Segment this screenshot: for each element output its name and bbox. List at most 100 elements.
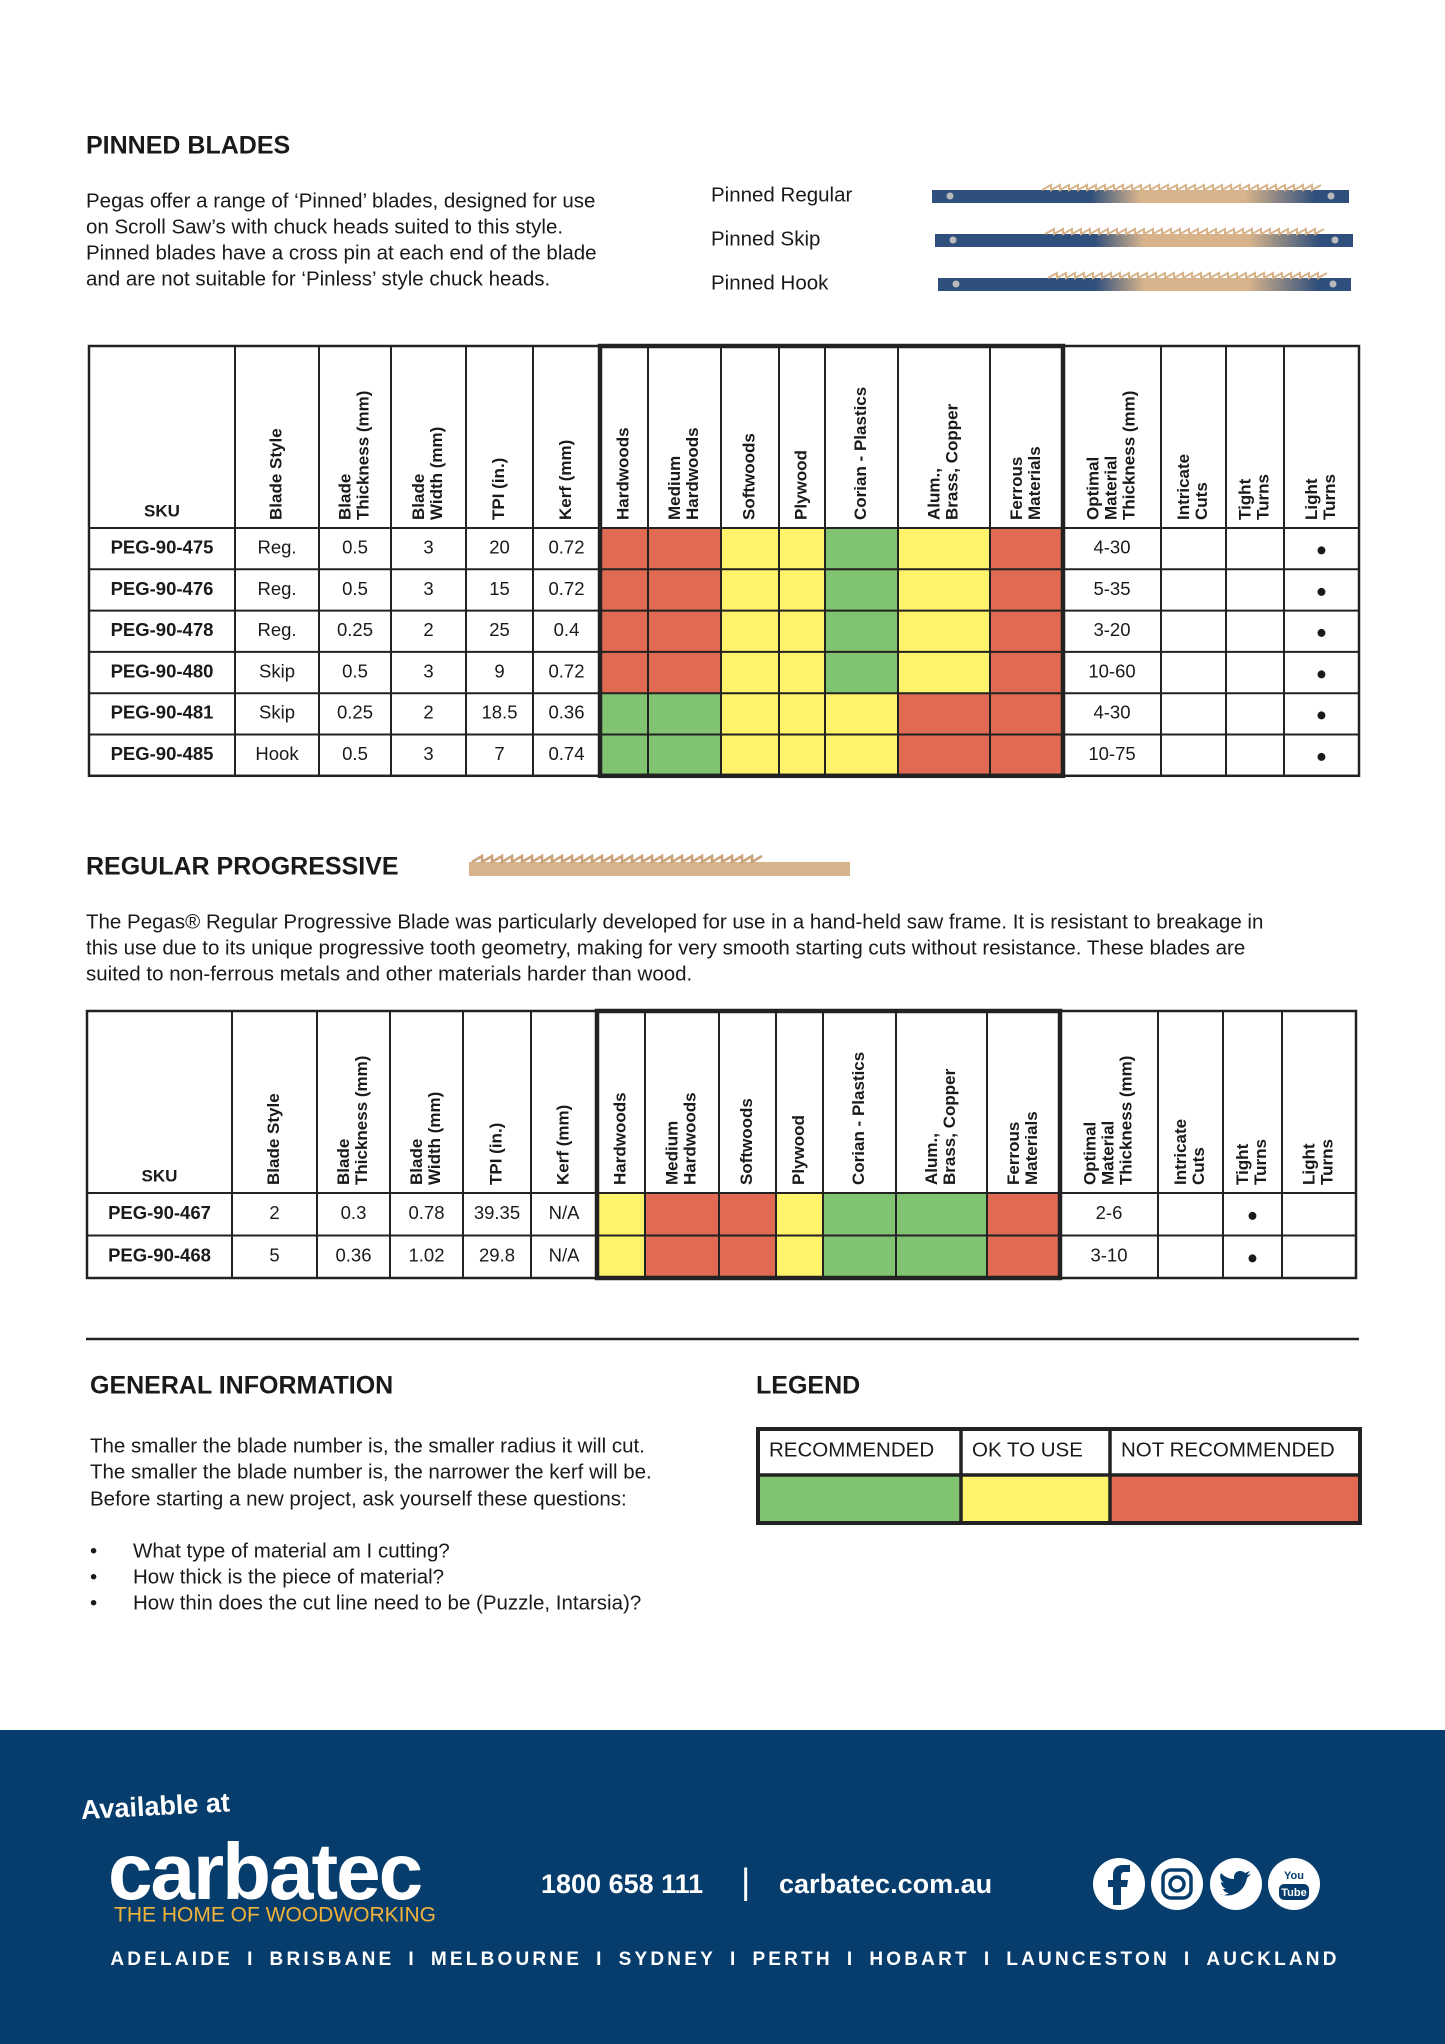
table-cell: 10-75 (1088, 743, 1135, 764)
column-header: Tight (1233, 1143, 1252, 1185)
column-header: Medium (665, 456, 684, 520)
rating-cell (721, 734, 779, 776)
column-header: Hardwoods (680, 1092, 699, 1185)
column-header: SKU (144, 501, 180, 520)
table-cell: 0.72 (548, 660, 584, 681)
rating-cell (825, 651, 898, 694)
column-header: Thickness (mm) (353, 391, 372, 520)
rating-cell (990, 651, 1063, 694)
brand-logo: carbatec (108, 1827, 422, 1916)
rating-cell (779, 734, 825, 776)
paragraph-line: and are not suitable for ‘Pinless’ style… (86, 267, 550, 290)
rating-cell (987, 1193, 1060, 1236)
column-header: Turns (1320, 474, 1339, 520)
rating-cell (597, 1235, 645, 1278)
column-header: Blade (407, 1139, 426, 1185)
table-cell: 3 (423, 537, 433, 558)
column-header: Hardwoods (610, 1092, 629, 1185)
city: SYDNEY (619, 1949, 716, 1970)
column-header: TPI (in.) (489, 458, 508, 520)
table-cell: PEG-90-467 (108, 1202, 211, 1223)
table-cell: PEG-90-485 (111, 743, 214, 764)
table-cell: 7 (494, 743, 504, 764)
bullet: • (90, 1539, 97, 1562)
rating-cell (823, 1235, 896, 1278)
rating-cell (990, 569, 1063, 611)
blade-label: Pinned Regular (711, 183, 852, 206)
instagram-glyph (1161, 1868, 1193, 1900)
table-cell: 0.74 (548, 743, 584, 764)
column-header: Tight (1235, 478, 1254, 520)
legend-border (756, 1427, 1362, 1525)
rating-cell (648, 610, 721, 652)
rating-cell (600, 528, 648, 570)
city: HOBART (869, 1949, 969, 1970)
table-cell: 5 (269, 1245, 279, 1266)
rating-cell (779, 528, 825, 570)
rating-cell (990, 528, 1063, 570)
bullet: • (90, 1565, 97, 1588)
column-header: Blade (334, 1139, 353, 1185)
rating-cell (898, 651, 990, 694)
column-header: Blade Style (264, 1093, 283, 1185)
blade-teeth (1044, 227, 1325, 236)
rating-cell (898, 569, 990, 611)
table-cell: 15 (489, 578, 510, 599)
table-cell: 18.5 (481, 702, 517, 723)
table-dot: ● (1316, 662, 1327, 683)
rating-cell (721, 610, 779, 652)
blade-pin (952, 280, 960, 288)
blade-pin (1329, 280, 1337, 288)
rating-cell (779, 610, 825, 652)
bullet: • (90, 1591, 97, 1614)
table-cell: PEG-90-475 (111, 537, 214, 558)
table-cell: PEG-90-476 (111, 578, 214, 599)
table-cell: 2 (269, 1202, 279, 1223)
table-dot: ● (1316, 539, 1327, 560)
question: How thin does the cut line need to be (P… (133, 1591, 641, 1614)
table-dot: ● (1247, 1247, 1258, 1268)
city-separator: I (1184, 1949, 1192, 1970)
column-header: Kerf (mm) (553, 1105, 572, 1185)
material-group-border (597, 343, 1066, 779)
table-cell: 0.78 (408, 1202, 444, 1223)
city-separator: I (847, 1949, 855, 1970)
rating-cell (719, 1235, 776, 1278)
youtube-text: Tube (1281, 1887, 1306, 1899)
table-cell: Skip (259, 702, 295, 723)
paragraph-line: The smaller the blade number is, the nar… (90, 1460, 652, 1483)
city-separator: I (408, 1949, 416, 1970)
rating-cell (600, 651, 648, 694)
table-cell: 3 (423, 660, 433, 681)
rating-cell (645, 1193, 719, 1236)
table-cell: 0.5 (342, 660, 368, 681)
table-cell: PEG-90-478 (111, 619, 214, 640)
table-cell: 3-20 (1093, 619, 1130, 640)
column-header: Brass, Copper (940, 1068, 959, 1185)
question: How thick is the piece of material? (133, 1565, 444, 1588)
column-header: Blade (335, 474, 354, 520)
table-cell: 0.4 (554, 619, 580, 640)
table-cell: 0.5 (342, 537, 368, 558)
column-header: Softwoods (739, 433, 758, 520)
table-cell: 0.25 (337, 702, 373, 723)
table-cell: Reg. (257, 578, 296, 599)
city: MELBOURNE (431, 1949, 582, 1970)
table-cell: 4-30 (1093, 537, 1130, 558)
column-header: Hardwoods (613, 427, 632, 520)
rating-cell (898, 734, 990, 776)
instagram-glyph (1168, 1875, 1186, 1893)
column-header: Corian - Plastics (851, 387, 870, 520)
website: carbatec.com.au (779, 1869, 992, 1899)
legend-label: OK TO USE (972, 1438, 1083, 1461)
table-cell: PEG-90-468 (108, 1245, 211, 1266)
rating-cell (648, 528, 721, 570)
blade-teeth (471, 853, 763, 865)
column-header: SKU (142, 1166, 178, 1185)
column-header: Intricate (1171, 1119, 1190, 1185)
rating-cell (825, 693, 898, 735)
rating-cell (825, 610, 898, 652)
footer-band (0, 1730, 1445, 2044)
city-separator: I (984, 1949, 992, 1970)
